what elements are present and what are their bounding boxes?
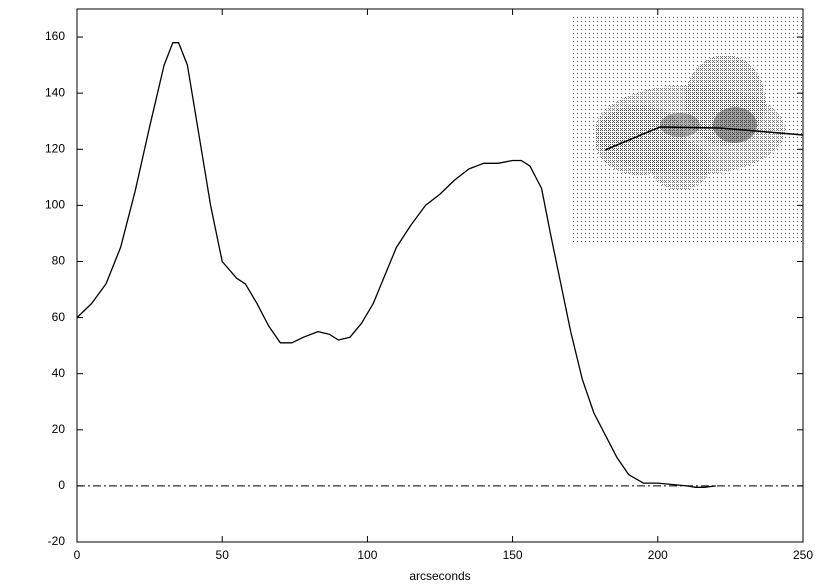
x-tick-label: 200 [648,548,668,562]
y-tick-label: -20 [48,534,66,548]
x-tick-label: 100 [357,548,377,562]
y-tick-label: 20 [52,422,66,436]
inset-image [570,14,804,245]
plot-frame [76,8,804,543]
y-tick-label: 80 [52,254,66,268]
x-axis-label: arcseconds [409,569,470,583]
y-tick-label: 140 [45,85,65,99]
x-tick-label: 0 [74,548,81,562]
x-tick-label: 150 [503,548,523,562]
y-tick-label: 100 [45,198,65,212]
x-tick-label: 50 [216,548,230,562]
y-tick-label: 0 [58,478,65,492]
y-tick-label: 120 [45,141,65,155]
y-tick-label: 40 [52,366,66,380]
y-tick-label: 160 [45,29,65,43]
x-tick-label: 250 [793,548,813,562]
y-tick-label: 60 [52,310,66,324]
data-line [76,42,716,488]
